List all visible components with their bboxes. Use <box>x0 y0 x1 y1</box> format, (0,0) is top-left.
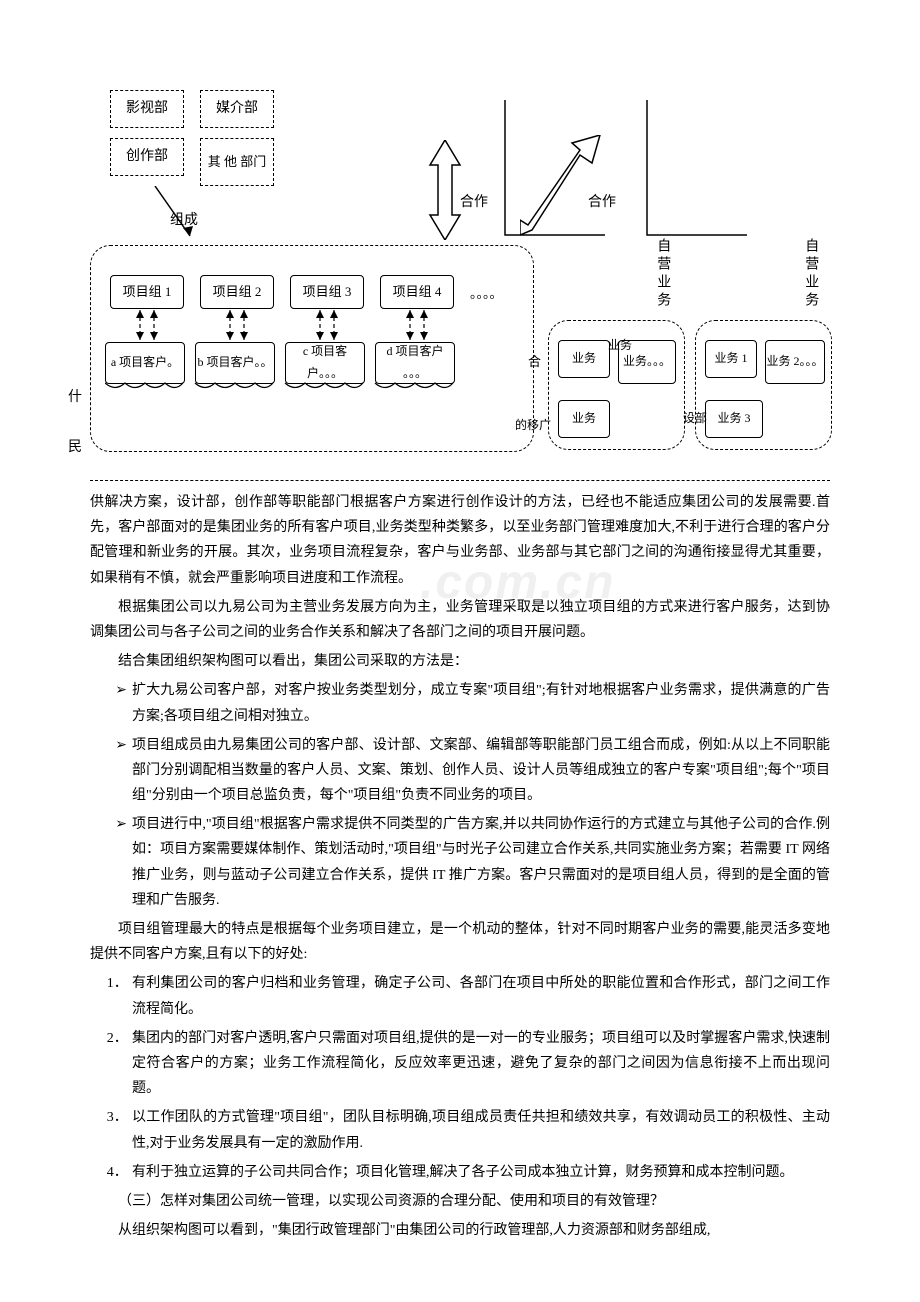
mid-label: 的移广 <box>515 415 551 437</box>
biz-label: 业务 <box>572 408 596 430</box>
dept-box: 影视部 <box>110 90 184 128</box>
biz-box: 业务 2。。。 <box>765 340 825 384</box>
client-box: c 项目客户。。。 <box>285 342 365 384</box>
bracket-arrow-icon <box>642 100 752 240</box>
num-marker: 2． <box>107 1026 128 1051</box>
bullet-text: 扩大九易公司客户部，对客户按业务类型划分，成立专案"项目组";有针对地根据客户业… <box>132 683 830 723</box>
paragraph: 结合集团组织架构图可以看出，集团公司采取的方法是： <box>90 649 830 674</box>
paragraph: 供解决方案，设计部，创作部等职能部门根据客户方案进行创作设计的方法，已经也不能适… <box>90 490 830 591</box>
bullet-marker: ➢ <box>115 812 127 837</box>
dept-label: 影视部 <box>126 96 168 121</box>
biz-label: 业务 2。。。 <box>766 351 823 373</box>
org-diagram: 影视部 媒介部 创作部 其 他 部门 组成 合作 合作 项目组 1 项目 <box>90 90 830 480</box>
biz-box: 业务 1 <box>705 340 757 378</box>
dash-arrow-icon <box>400 310 440 342</box>
bullet-text: 项目进行中,"项目组"根据客户需求提供不同类型的广告方案,并以共同协作运行的方式… <box>132 817 830 908</box>
num-item: 1．有利集团公司的客户归档和业务管理，确定子公司、各部门在项目中所处的职能位置和… <box>90 971 830 1021</box>
num-text: 以工作团队的方式管理"项目组"，团队目标明确,项目组成员责任共担和绩效共享，有效… <box>132 1110 830 1150</box>
numbered-list: 1．有利集团公司的客户归档和业务管理，确定子公司、各部门在项目中所处的职能位置和… <box>90 971 830 1185</box>
bullet-marker: ➢ <box>115 678 127 703</box>
num-marker: 1． <box>107 971 128 996</box>
num-item: 2．集团内的部门对客户透明,客户只需面对项目组,提供的是一对一的专业服务；项目组… <box>90 1026 830 1102</box>
dept-label: 媒介部 <box>216 96 258 121</box>
dept-label: 其 他 部门 <box>208 150 267 173</box>
cooperate-label2: 合作 <box>588 190 616 215</box>
cooperate-label: 合作 <box>460 190 488 215</box>
num-text: 集团内的部门对客户透明,客户只需面对项目组,提供的是一对一的专业服务；项目组可以… <box>132 1031 830 1096</box>
project-label: 项目组 1 <box>123 280 172 303</box>
bullet-list: ➢扩大九易公司客户部，对客户按业务类型划分，成立专案"项目组";有针对地根据客户… <box>90 678 830 913</box>
side-label: 什 <box>68 385 82 410</box>
num-marker: 3． <box>107 1105 128 1130</box>
client-box: b 项目客户。。 <box>195 342 275 384</box>
num-text: 有利于独立运算的子公司共同合作；项目化管理,解决了各子公司成本独立计算，财务预算… <box>132 1165 794 1180</box>
dept-box: 创作部 <box>110 138 184 176</box>
client-label: a 项目客户。 <box>111 352 179 374</box>
project-label: 项目组 4 <box>393 280 442 303</box>
project-more: 。。。。 <box>470 282 503 305</box>
biz-box: 业务 3 <box>705 400 763 438</box>
yewu-label: 业务 <box>608 335 632 357</box>
client-label: d 项目客户 。。。 <box>376 341 454 384</box>
num-text: 有利集团公司的客户归档和业务管理，确定子公司、各部门在项目中所处的职能位置和合作… <box>132 976 830 1016</box>
client-label: c 项目客户。。。 <box>286 341 364 384</box>
dept-box: 其 他 部门 <box>200 138 274 186</box>
self-biz-label: 自营业务 <box>798 238 823 310</box>
num-item: 3．以工作团队的方式管理"项目组"，团队目标明确,项目组成员责任共担和绩效共享，… <box>90 1105 830 1155</box>
client-box: a 项目客户。 <box>105 342 185 384</box>
paragraph: （三）怎样对集团公司统一管理，以实现公司资源的合理分配、使用和项目的有效管理？ <box>90 1189 830 1214</box>
biz-label: 业务 <box>572 348 596 370</box>
dash-arrow-icon <box>130 310 170 342</box>
num-marker: 4． <box>107 1160 128 1185</box>
project-box: 项目组 4 <box>380 275 454 309</box>
client-box: d 项目客户 。。。 <box>375 342 455 384</box>
arrow-icon <box>145 186 205 246</box>
wave-icon <box>105 380 465 394</box>
mid-label: 合 <box>528 350 541 373</box>
biz-label: 业务 1 <box>714 348 747 370</box>
project-box: 项目组 3 <box>290 275 364 309</box>
dept-label: 创作部 <box>126 144 168 169</box>
bullet-item: ➢扩大九易公司客户部，对客户按业务类型划分，成立专案"项目组";有针对地根据客户… <box>90 678 830 728</box>
biz-label: 业务 3 <box>717 408 750 430</box>
project-box: 项目组 1 <box>110 275 184 309</box>
bullet-marker: ➢ <box>115 733 127 758</box>
paragraph: 从组织架构图可以看到，"集团行政管理部门"由集团公司的行政管理部,人力资源部和财… <box>90 1218 830 1243</box>
project-label: 项目组 3 <box>303 280 352 303</box>
biz-box: 业务 <box>558 400 610 438</box>
client-label: b 项目客户。。 <box>197 352 272 374</box>
project-box: 项目组 2 <box>200 275 274 309</box>
dept-box: 媒介部 <box>200 90 274 128</box>
biz-box: 业务 <box>558 340 610 378</box>
bullet-item: ➢项目进行中,"项目组"根据客户需求提供不同类型的广告方案,并以共同协作运行的方… <box>90 812 830 913</box>
num-item: 4． 有利于独立运算的子公司共同合作；项目化管理,解决了各子公司成本独立计算，财务… <box>90 1160 830 1185</box>
project-label: 项目组 2 <box>213 280 262 303</box>
dashed-line <box>90 480 830 481</box>
shebu-label: 设部 <box>683 408 707 430</box>
paragraph: 项目组管理最大的特点是根据每个业务项目建立，是一个机动的整体，针对不同时期客户业… <box>90 917 830 967</box>
side-label: 民 <box>68 435 82 460</box>
self-biz-label: 自营业务 <box>650 238 675 310</box>
dash-arrow-icon <box>220 310 260 342</box>
paragraph: 根据集团公司以九易公司为主营业务发展方向为主，业务管理采取是以独立项目组的方式来… <box>90 595 830 645</box>
bullet-text: 项目组成员由九易集团公司的客户部、设计部、文案部、编辑部等职能部门员工组合而成，… <box>132 738 830 803</box>
bullet-item: ➢项目组成员由九易集团公司的客户部、设计部、文案部、编辑部等职能部门员工组合而成… <box>90 733 830 809</box>
dash-arrow-icon <box>310 310 350 342</box>
